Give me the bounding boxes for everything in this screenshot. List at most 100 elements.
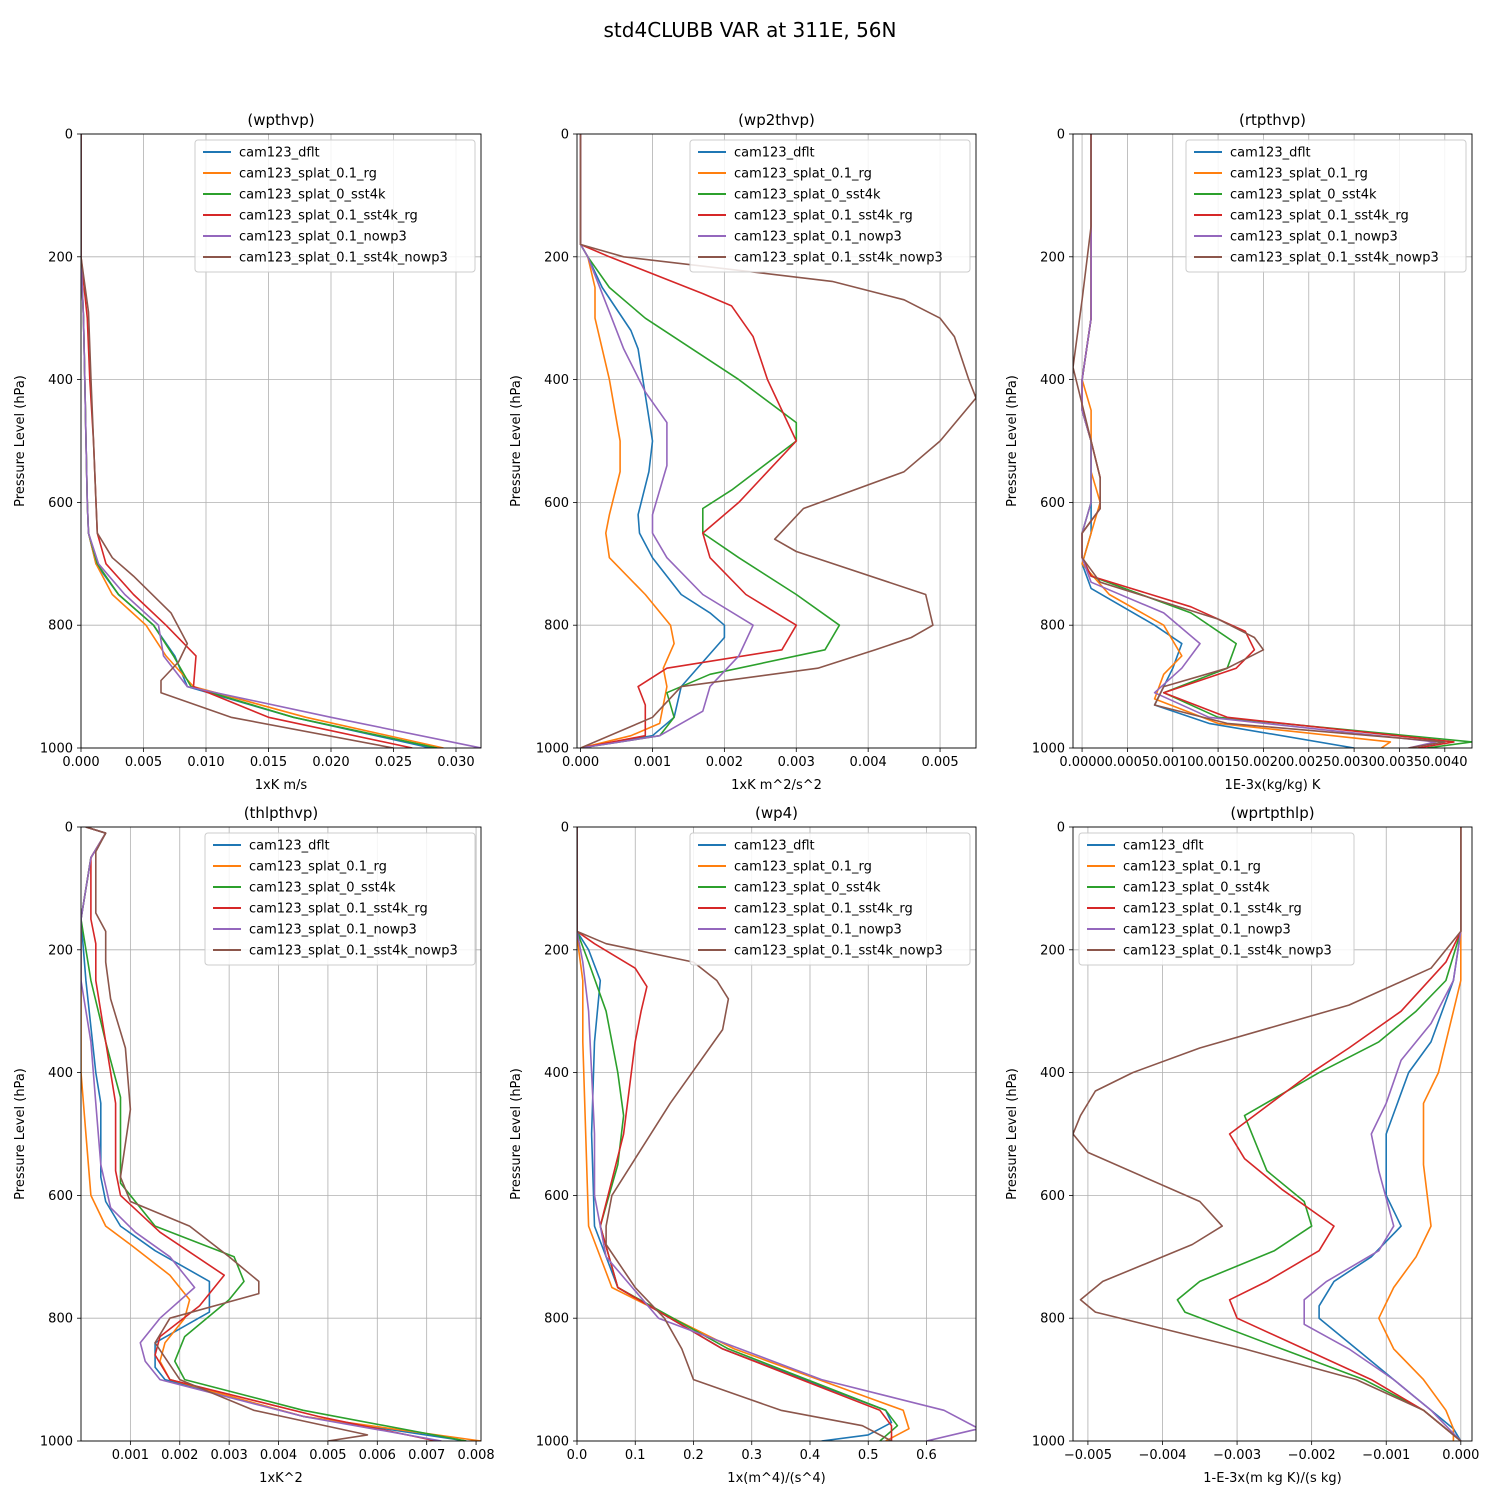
series-line-cam123_dflt xyxy=(577,827,893,1441)
y-tick-label: 0 xyxy=(65,128,73,143)
subplot-1: 0.000 0.005 0.010 0.015 0.020 0.025 0.030 0 200 4… xyxy=(13,111,482,793)
series-group xyxy=(577,827,976,1441)
legend-entry: cam123_splat_0.1_sst4k_rg xyxy=(734,902,913,917)
x-tick-label: 0.010 xyxy=(187,755,224,770)
legend-entry: cam123_splat_0.1_nowp3 xyxy=(239,230,407,245)
x-tick-label: 0.006 xyxy=(359,1448,396,1463)
x-tick-label: −0.003 xyxy=(1213,1448,1261,1463)
y-tick-label: 600 xyxy=(1040,496,1065,511)
series-line-cam123_splat_0.1_rg xyxy=(579,134,675,748)
x-tick-label: 0.000 xyxy=(62,755,99,770)
y-axis-label: Pressure Level (hPa) xyxy=(1005,375,1020,507)
legend-box xyxy=(194,139,476,273)
series-line-cam123_splat_0.1_sst4k_nowp3 xyxy=(577,827,892,1441)
legend-entry: cam123_splat_0_sst4k xyxy=(1123,881,1270,896)
x-tick-label: 0.003 xyxy=(778,755,815,770)
y-tick-label: 800 xyxy=(1040,619,1065,634)
y-axis-label: Pressure Level (hPa) xyxy=(509,375,524,507)
y-tick-label: 800 xyxy=(544,619,569,634)
x-tick-label: 0.000 xyxy=(1442,1448,1479,1463)
series-line-cam123_splat_0.1_nowp3 xyxy=(81,134,481,748)
y-tick-label: 1000 xyxy=(536,1435,569,1450)
x-tick-label: 0.0030 xyxy=(1331,755,1377,770)
x-tick-label: 0.025 xyxy=(375,755,412,770)
y-tick-label: 1000 xyxy=(40,742,73,757)
x-tick-label: 0.020 xyxy=(312,755,349,770)
x-tick-label: −0.001 xyxy=(1362,1448,1410,1463)
y-tick-label: 400 xyxy=(544,373,569,388)
x-tick-label: 0.005 xyxy=(309,1448,346,1463)
y-tick-label: 800 xyxy=(544,1312,569,1327)
subplot-title: (wp2thvp) xyxy=(738,111,815,129)
legend-box xyxy=(689,139,971,273)
y-axis-label: Pressure Level (hPa) xyxy=(1005,1068,1020,1200)
subplot-4: 0.001 0.002 0.003 0.004 0.005 0.006 0.007 0.008… xyxy=(13,804,495,1486)
x-tick-label: 0.000 xyxy=(562,755,599,770)
y-tick-label: 400 xyxy=(544,1066,569,1081)
legend: cam123_dflt cam123_splat_0.1_rg cam123_spl… xyxy=(689,832,971,966)
series-line-cam123_splat_0_sst4k xyxy=(1176,827,1462,1441)
legend: cam123_dflt cam123_splat_0.1_rg cam123_spl… xyxy=(194,139,476,273)
y-tick-label: 0 xyxy=(1057,821,1065,836)
x-tick-label: 0.6 xyxy=(916,1448,937,1463)
subplot-2: 0.000 0.001 0.002 0.003 0.004 0.005 0 200 400 600… xyxy=(509,111,977,793)
y-tick-label: 400 xyxy=(1040,1066,1065,1081)
y-tick-label: 1000 xyxy=(1032,742,1065,757)
series-line-cam123_splat_0.1_sst4k_nowp3 xyxy=(85,827,369,1441)
y-tick-label: 600 xyxy=(48,496,73,511)
x-tick-label: 0.0025 xyxy=(1286,755,1332,770)
y-tick-label: 600 xyxy=(544,1189,569,1204)
y-tick-label: 600 xyxy=(48,1189,73,1204)
x-tick-label: 0.015 xyxy=(250,755,287,770)
legend-entry: cam123_splat_0_sst4k xyxy=(1230,188,1377,203)
legend: cam123_dflt cam123_splat_0.1_rg cam123_spl… xyxy=(689,139,971,273)
x-axis-label: 1E-3x(kg/kg) K xyxy=(1225,778,1321,793)
x-tick-label: 0.002 xyxy=(706,755,743,770)
x-tick-label: 0.1 xyxy=(625,1448,646,1463)
legend-entry: cam123_dflt xyxy=(734,839,815,854)
subplot-title: (wpthvp) xyxy=(247,111,314,129)
x-tick-label: 0.030 xyxy=(437,755,474,770)
series-line-cam123_splat_0.1_sst4k_nowp3 xyxy=(1073,827,1462,1441)
axes-frame xyxy=(80,826,482,1442)
y-tick-label: 0 xyxy=(65,821,73,836)
legend-entry: cam123_splat_0.1_sst4k_rg xyxy=(734,209,913,224)
x-tick-label: 0.008 xyxy=(457,1448,494,1463)
legend-entry: cam123_splat_0_sst4k xyxy=(734,188,881,203)
x-tick-label: 0.007 xyxy=(408,1448,445,1463)
x-tick-label: 0.003 xyxy=(211,1448,248,1463)
x-tick-label: 0.004 xyxy=(850,755,887,770)
x-tick-label: 0.005 xyxy=(921,755,958,770)
series-line-cam123_splat_0.1_nowp3 xyxy=(1303,827,1462,1441)
series-line-cam123_splat_0.1_sst4k_rg xyxy=(1228,827,1462,1441)
legend: cam123_dflt cam123_splat_0.1_rg cam123_spl… xyxy=(204,832,476,966)
series-line-cam123_splat_0.1_nowp3 xyxy=(81,827,442,1441)
legend-entry: cam123_splat_0.1_nowp3 xyxy=(734,923,902,938)
subplot-title: (thlpthvp) xyxy=(244,804,319,822)
subplot-6: −0.005 −0.004 −0.003 −0.002 −0.001 0.000 0 200 4… xyxy=(1005,804,1479,1486)
legend-entry: cam123_splat_0.1_rg xyxy=(734,167,872,182)
y-tick-label: 800 xyxy=(48,619,73,634)
y-tick-label: 1000 xyxy=(1032,1435,1065,1450)
legend-entry: cam123_splat_0.1_sst4k_nowp3 xyxy=(1230,251,1439,266)
y-axis-label: Pressure Level (hPa) xyxy=(13,1068,28,1200)
legend-entry: cam123_splat_0.1_sst4k_nowp3 xyxy=(239,251,448,266)
legend: cam123_dflt cam123_splat_0.1_rg cam123_spl… xyxy=(1078,832,1355,966)
x-axis-label: 1-E-3x(m kg K)/(s kg) xyxy=(1203,1471,1341,1486)
axes-frame xyxy=(1072,133,1473,749)
legend-entry: cam123_splat_0.1_sst4k_rg xyxy=(239,209,418,224)
subplot-title: (rtpthvp) xyxy=(1239,111,1306,129)
axes-frame xyxy=(80,133,482,749)
legend-entry: cam123_splat_0.1_rg xyxy=(1123,860,1261,875)
x-tick-label: 0.0035 xyxy=(1377,755,1423,770)
y-tick-label: 600 xyxy=(544,496,569,511)
y-tick-label: 200 xyxy=(544,943,569,958)
subplot-5: 0.0 0.1 0.2 0.3 0.4 0.5 0.6 0 200 400 600 800 1000 (w… xyxy=(509,804,977,1486)
series-group xyxy=(1073,827,1462,1441)
legend-entry: cam123_dflt xyxy=(1230,146,1311,161)
legend-entry: cam123_splat_0.1_sst4k_rg xyxy=(1230,209,1409,224)
subplot-title: (wprtpthlp) xyxy=(1230,804,1314,822)
legend-entry: cam123_splat_0.1_sst4k_nowp3 xyxy=(734,944,943,959)
legend-entry: cam123_splat_0.1_sst4k_nowp3 xyxy=(1123,944,1332,959)
